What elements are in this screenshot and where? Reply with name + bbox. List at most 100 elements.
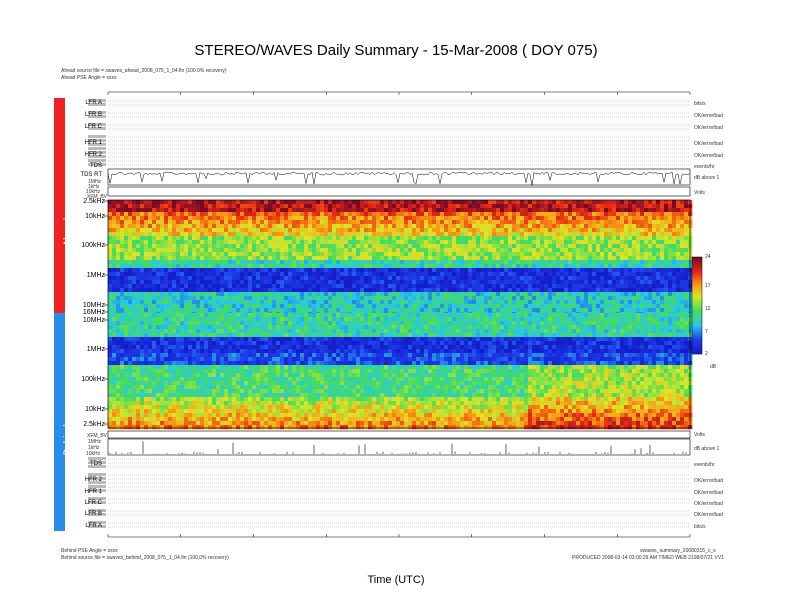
ahead-side-bar (54, 98, 65, 313)
colorbar-cell (692, 311, 702, 313)
freq-tick: 10MHz (82, 317, 105, 324)
colorbar-cell (692, 325, 702, 327)
colorbar-cell (692, 307, 702, 309)
ahead-hk-label (88, 115, 106, 118)
colorbar-cell (692, 338, 702, 340)
colorbar-cell (692, 257, 702, 259)
behind-panel-unit: events/hr (694, 462, 715, 468)
colorbar-cell (692, 285, 702, 287)
colorbar-cell (692, 333, 702, 335)
colorbar-cell (692, 309, 702, 311)
colorbar-unit: dB (710, 364, 717, 370)
ahead-hk-label (88, 143, 106, 146)
colorbar-cell (692, 319, 702, 321)
behind-panel-label: HFR 1 (84, 489, 102, 495)
behind-panel-unit: OK/error/bad (694, 478, 723, 484)
colorbar-cell (692, 287, 702, 289)
tds-freq-label: 1kHz (88, 445, 100, 451)
colorbar-cell (692, 286, 702, 288)
ahead-tds-trace (107, 171, 691, 186)
xfm-unit: Volts (694, 432, 705, 438)
freq-tick: 1MHz (86, 346, 105, 353)
ahead-panel-label: HFR 1 (84, 140, 102, 146)
tds-freq-label: 10kHz (86, 451, 101, 457)
colorbar-cell (692, 350, 702, 352)
colorbar-cell (692, 272, 702, 274)
freq-tick: 10kHz (85, 213, 105, 220)
colorbar-cell (692, 293, 702, 295)
behind-xfm-strip (107, 430, 691, 439)
colorbar-cell (692, 266, 702, 268)
ahead-hk-label (88, 103, 106, 106)
tds-freq-label: 10kHz (86, 189, 101, 195)
colorbar-cell (692, 343, 702, 345)
freq-tick: 100kHz (81, 376, 105, 383)
colorbar-cell (692, 335, 702, 337)
behind-panel-unit: OK/error/bad (694, 512, 723, 518)
ahead-panel-unit: bits/s (694, 101, 706, 107)
colorbar-cell (692, 282, 702, 284)
freq-tick: 10MHz (82, 302, 105, 309)
colorbar-cell (692, 314, 702, 316)
ahead-hk-label (88, 163, 106, 166)
colorbar-cell (692, 279, 702, 281)
ahead-panel-unit: OK/error/bad (694, 113, 723, 119)
page-title: STEREO/WAVES Daily Summary - 15-Mar-2008… (194, 42, 598, 59)
colorbar-cell (692, 315, 702, 317)
ahead-panel-label: HFR 2 (84, 152, 102, 158)
behind-pse-angle: Behind PSE Angle = xxxx (61, 548, 118, 554)
colorbar-cell (692, 291, 702, 293)
freq-tick: 100kHz (81, 242, 105, 249)
ahead-xfm-strip (107, 186, 691, 197)
behind-spectrogram (108, 313, 693, 430)
colorbar-cell (692, 273, 702, 275)
ahead-source-file: Ahead source file = swaves_ahead_2008_07… (61, 68, 227, 74)
ahead-panel-label: LFR A (85, 100, 102, 106)
ahead-panel-unit: OK/error/bad (694, 141, 723, 147)
colorbar-cell (692, 258, 702, 260)
colorbar-cell (692, 345, 702, 347)
colorbar-cell (692, 288, 702, 290)
colorbar-cell (692, 329, 702, 331)
colorbar-cell (692, 280, 702, 282)
colorbar-cell (692, 267, 702, 269)
spectrogram-frame (107, 199, 691, 429)
behind-hk-label (88, 509, 106, 512)
ahead-hk-label (88, 127, 106, 130)
colorbar-cell (692, 321, 702, 323)
colorbar-cell (692, 274, 702, 276)
colorbar-tick: 24 (705, 254, 711, 260)
behind-panel-label: TDS (90, 461, 102, 467)
colorbar-cell (692, 310, 702, 312)
colorbar-cell (692, 290, 702, 292)
ahead-pse-angle: Ahead PSE Angle = xxxx (61, 75, 117, 81)
colorbar-cell (692, 303, 702, 305)
colorbar-cell (692, 312, 702, 314)
colorbar-cell (692, 332, 702, 334)
behind-hk-label (88, 501, 106, 504)
colorbar-cell (692, 271, 702, 273)
behind-hk-label (88, 521, 106, 524)
behind-panel-label: LFR A (85, 523, 102, 529)
colorbar-tick: 17 (705, 283, 711, 289)
colorbar-tick: 7 (705, 329, 708, 335)
colorbar-cell (692, 277, 702, 279)
ahead-panel-label: LFR B (84, 112, 102, 118)
colorbar-cell (692, 260, 702, 262)
colorbar-cell (692, 320, 702, 322)
colorbar-cell (692, 283, 702, 285)
tds-rate-label: TDS RT (80, 172, 102, 178)
behind-panel-label: HFR 2 (84, 477, 102, 483)
ahead-panel-unit: events/hr (694, 164, 715, 170)
colorbar-cell (692, 318, 702, 320)
colorbar-cell (692, 347, 702, 349)
xfm-label: XFM_BV (87, 433, 108, 439)
colorbar-cell (692, 323, 702, 325)
behind-hk-label (88, 497, 106, 500)
behind-hk-label (88, 477, 106, 480)
behind-panel-label: LFR C (84, 500, 102, 506)
tds-freq-label: 1MHz (88, 179, 102, 185)
behind-panel-label: LFR B (84, 511, 102, 517)
colorbar-cell (692, 337, 702, 339)
